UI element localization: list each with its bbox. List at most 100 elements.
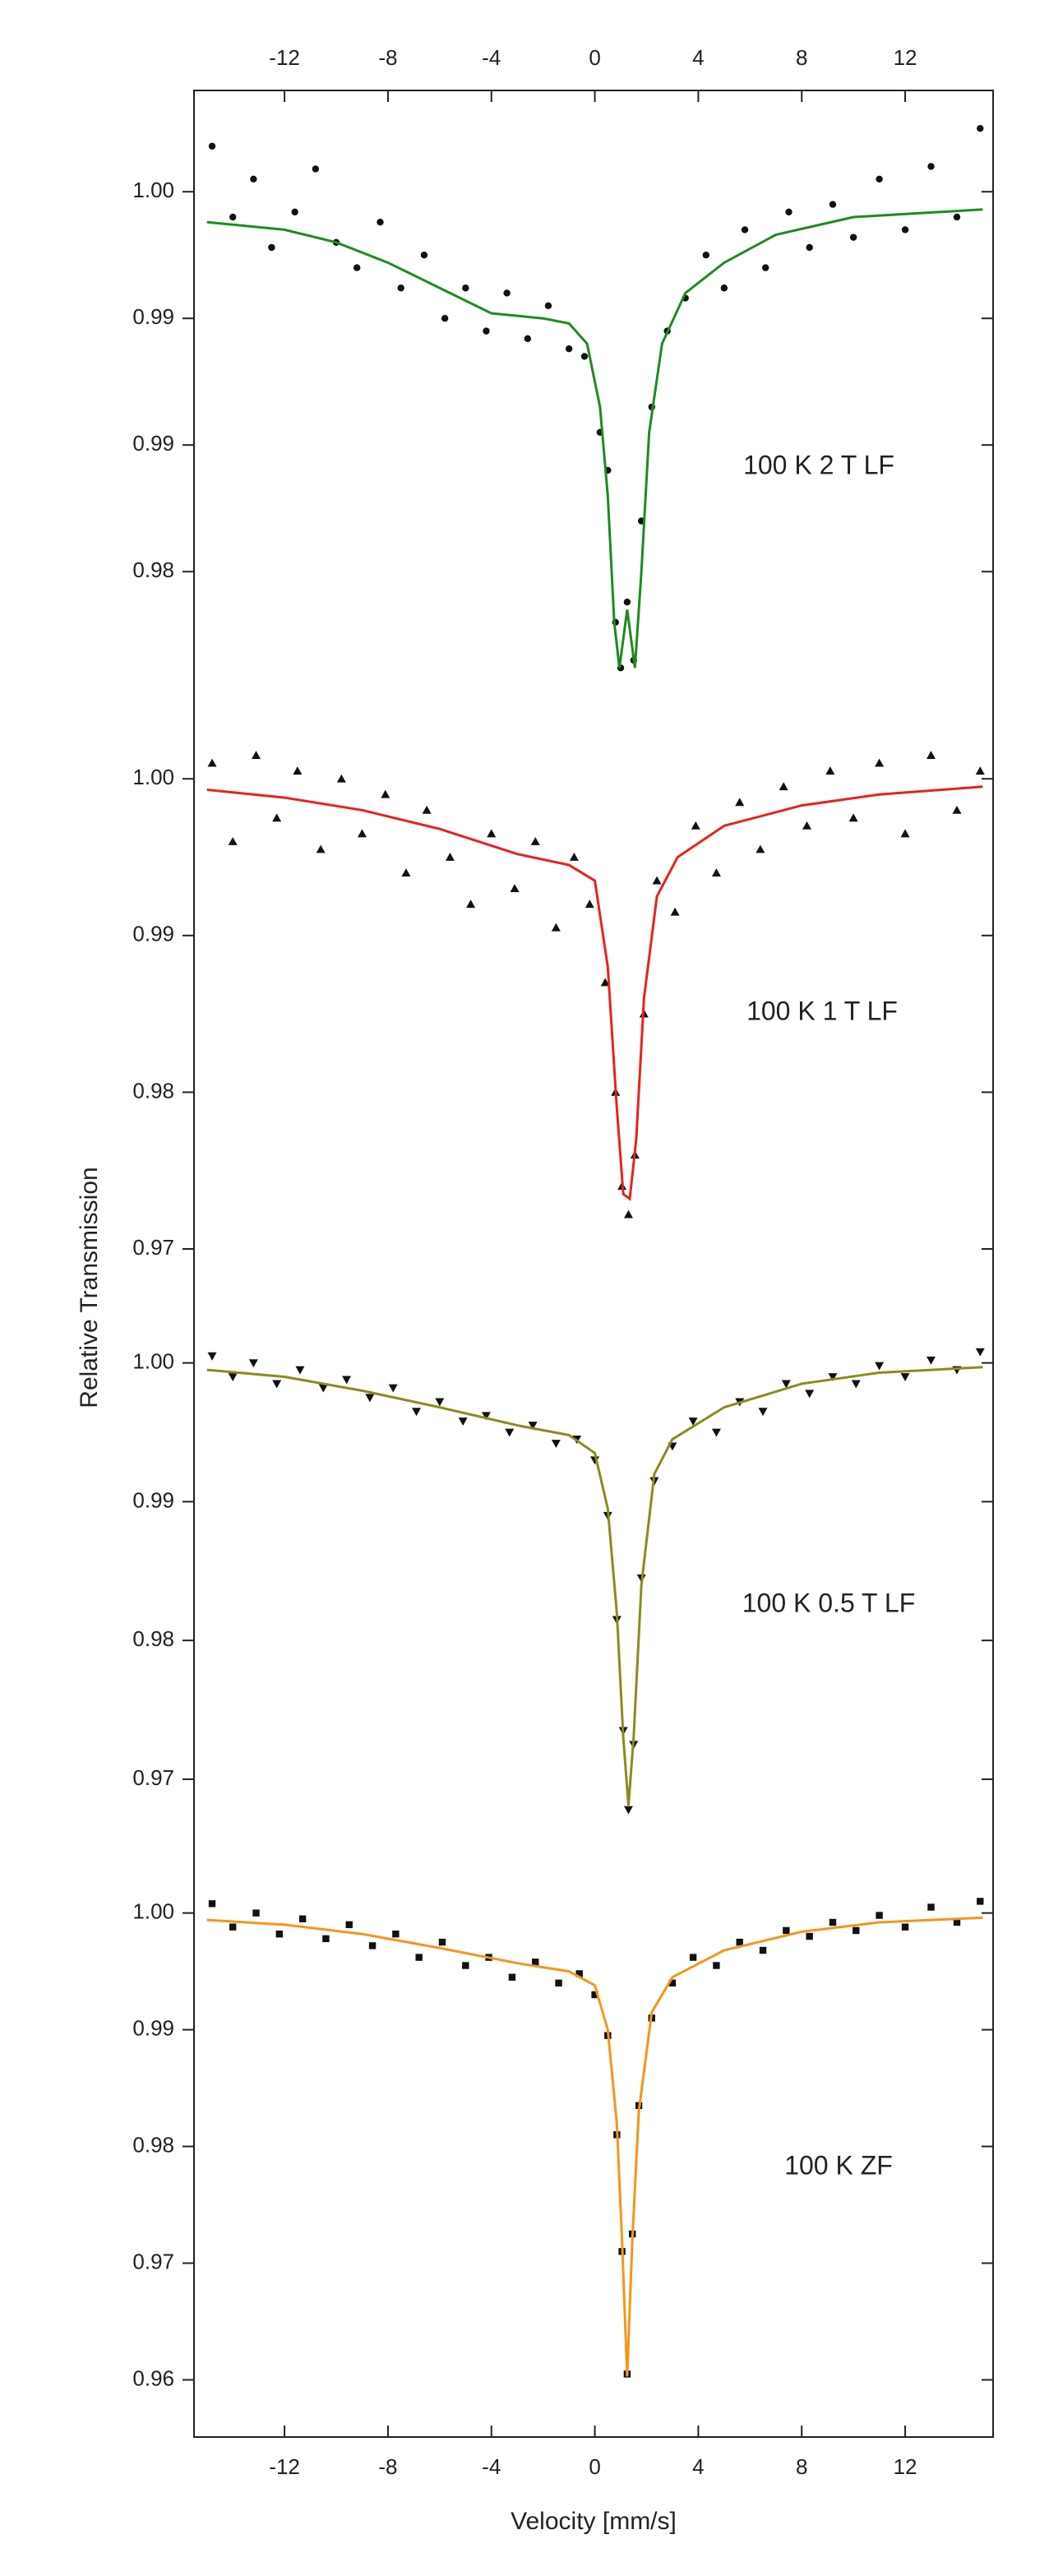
data-point: [851, 1380, 861, 1389]
data-point: [462, 1962, 469, 1969]
data-point: [825, 766, 835, 775]
data-point: [876, 1912, 883, 1919]
x-tick-label: -4: [482, 2454, 501, 2479]
x-tick-label: -8: [378, 2454, 397, 2479]
data-point: [689, 1954, 697, 1961]
data-point: [585, 900, 594, 909]
data-point: [901, 226, 909, 234]
data-point: [953, 213, 961, 221]
data-point: [441, 315, 449, 322]
fit-line: [206, 1916, 983, 2377]
x-tick-label-top: 12: [894, 45, 917, 70]
data-point: [401, 868, 411, 876]
panel-annotation: 100 K ZF: [784, 2150, 893, 2180]
data-point: [781, 1380, 791, 1389]
data-point: [392, 1931, 400, 1938]
data-point: [510, 884, 520, 893]
data-point: [691, 821, 700, 830]
data-point: [268, 243, 275, 252]
data-point: [600, 978, 610, 987]
data-point: [336, 774, 346, 783]
data-point: [530, 836, 540, 845]
data-point: [977, 125, 984, 132]
data-point: [575, 1970, 583, 1977]
data-point: [652, 876, 662, 885]
data-point: [977, 1898, 984, 1905]
data-point: [806, 1932, 813, 1940]
data-point: [275, 1931, 284, 1938]
fit-line: [206, 1366, 983, 1806]
data-point: [702, 252, 710, 259]
y-tick-label: 0.99: [132, 922, 174, 946]
data-point: [759, 1946, 767, 1954]
data-point: [853, 1926, 860, 1935]
y-tick-label: 0.97: [132, 1765, 174, 1790]
y-tick-label: 0.97: [132, 2249, 174, 2273]
data-point: [901, 1923, 909, 1931]
data-point: [975, 1348, 985, 1357]
data-point: [785, 208, 793, 216]
y-tick-label: 0.99: [132, 2015, 174, 2040]
data-point: [623, 1209, 633, 1219]
data-point: [544, 302, 552, 310]
data-point: [953, 1918, 961, 1926]
data-point: [388, 1384, 398, 1393]
data-point: [779, 782, 788, 791]
data-point: [551, 1440, 561, 1449]
data-point: [591, 1991, 598, 1999]
data-point: [670, 907, 680, 916]
data-point: [736, 1938, 743, 1946]
data-point: [524, 335, 531, 343]
data-point: [805, 1390, 815, 1399]
data-point: [828, 1373, 838, 1382]
fit-line: [206, 785, 983, 1201]
data-point: [829, 1918, 837, 1926]
data-point: [272, 813, 282, 822]
x-tick-label: 0: [589, 2454, 600, 2479]
x-tick-label-top: 4: [692, 45, 704, 70]
y-tick-label: 1.00: [132, 178, 174, 202]
x-tick-label: 12: [894, 2454, 917, 2479]
y-tick-label: 1.00: [132, 1349, 174, 1374]
data-point: [368, 1942, 377, 1949]
data-point: [802, 821, 812, 830]
data-point: [528, 1422, 538, 1431]
data-point: [252, 1909, 260, 1917]
data-point: [397, 284, 404, 292]
y-tick-label: 0.99: [132, 1487, 174, 1512]
y-tick-label: 0.97: [132, 1235, 174, 1260]
data-point: [462, 284, 469, 292]
data-point: [412, 1408, 422, 1417]
data-point: [532, 1959, 539, 1966]
data-point: [438, 1938, 446, 1946]
data-point: [420, 252, 428, 259]
x-tick-label-top: 0: [589, 45, 600, 70]
data-point: [720, 284, 728, 292]
data-point: [466, 900, 476, 909]
data-point: [849, 234, 857, 241]
data-point: [741, 226, 749, 234]
data-point: [377, 218, 384, 226]
x-tick-label: 8: [796, 2454, 807, 2479]
data-point: [952, 805, 962, 814]
data-point: [875, 758, 885, 767]
data-point: [623, 598, 631, 606]
y-tick-label: 0.99: [132, 431, 174, 456]
data-point: [415, 1954, 423, 1961]
data-point: [688, 1417, 698, 1427]
y-tick-label: 1.00: [132, 765, 174, 789]
x-tick-label: -12: [269, 2454, 300, 2479]
data-point: [900, 829, 910, 838]
data-point: [711, 1428, 721, 1437]
data-point: [381, 789, 390, 798]
fit-line: [206, 208, 983, 668]
panel-annotation: 100 K 1 T LF: [746, 996, 898, 1025]
data-point: [458, 1417, 468, 1427]
data-point: [295, 1366, 305, 1375]
data-point: [229, 1923, 237, 1931]
data-point: [248, 1359, 258, 1368]
panel-annotation: 100 K 2 T LF: [743, 450, 894, 479]
data-point: [293, 766, 303, 775]
data-point: [322, 1935, 330, 1943]
